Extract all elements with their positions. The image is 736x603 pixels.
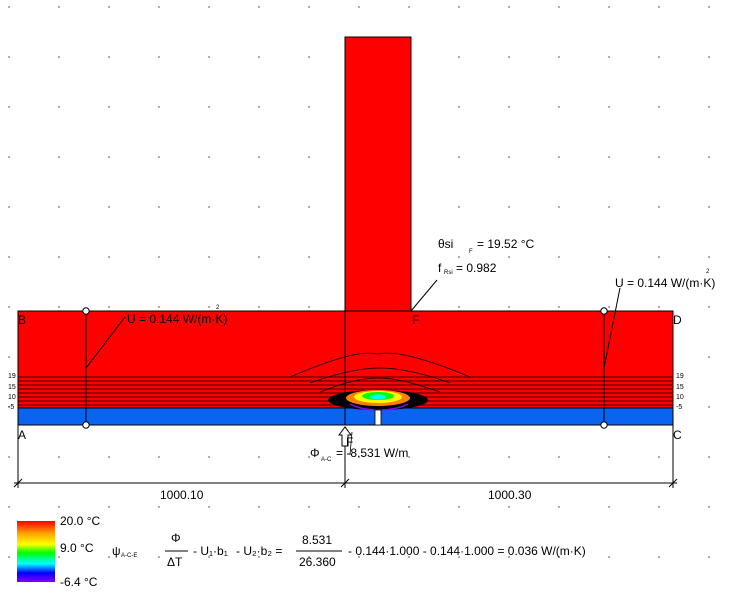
corner-label-b: B: [18, 313, 27, 327]
color-scale-bar: [17, 521, 55, 582]
formula-phi: Φ: [171, 531, 181, 545]
legend-min: -6.4 °C: [60, 575, 98, 589]
theta-si-label: θsi: [438, 237, 454, 251]
phi-value: = -8.531 W/m: [336, 446, 409, 460]
psi-symbol: ψ: [112, 544, 121, 558]
u-value-markers: [82, 279, 621, 429]
formula-result: - 0.144·1.000 - 0.144·1.000 = 0.036 W/(m…: [348, 544, 586, 558]
corner-label-c: C: [673, 428, 682, 442]
formula-denominator: 26.360: [299, 555, 336, 569]
formula-u1b1: - U₁·b₁: [193, 544, 228, 558]
frsi-value: = 0.982: [456, 261, 497, 275]
dimension-right: 1000.30: [488, 488, 532, 502]
wall-stem: [344, 36, 412, 313]
legend-mid: 9.0 °C: [60, 541, 94, 555]
psi-sub: A-C-E: [121, 553, 138, 559]
theta-si-value: = 19.52 °C: [477, 237, 535, 251]
f-marker: F: [346, 435, 354, 449]
phi-label: Φ: [310, 446, 320, 460]
theta-si-sub: F: [469, 249, 473, 255]
frsi-label: f: [438, 261, 442, 275]
legend-max: 20.0 °C: [60, 514, 101, 528]
formula-delta-t: ΔT: [167, 555, 183, 569]
heat-flow-arrow: [338, 426, 352, 447]
u-value-right: U = 0.144 W/(m·K): [615, 276, 716, 290]
corner-label-d: D: [673, 313, 682, 327]
formula-numerator: 8.531: [302, 533, 333, 547]
u-value-left: U = 0.144 W/(m·K): [127, 312, 228, 326]
dimension-lines: [13, 425, 678, 488]
thermal-bridge-detail: [328, 390, 428, 426]
formula-u2b2: - U₂·b₂ =: [236, 544, 283, 558]
u-value-right-exponent: 2: [706, 269, 710, 275]
phi-sub: A-C: [321, 457, 332, 463]
corner-label-a: A: [18, 428, 27, 442]
frsi-sub: Rsi: [444, 270, 453, 276]
u-value-left-exponent: 2: [216, 305, 220, 311]
corner-label-f: F: [412, 313, 420, 327]
dimension-left: 1000.10: [160, 488, 204, 502]
